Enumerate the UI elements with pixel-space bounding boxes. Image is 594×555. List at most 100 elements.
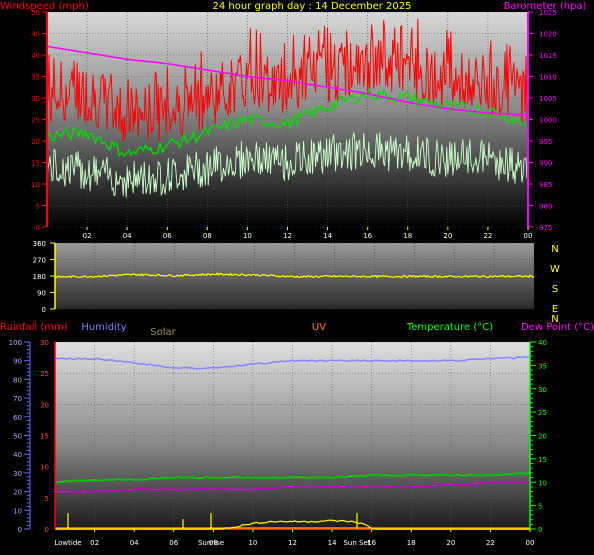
humidity-tick-label: 90: [13, 358, 22, 366]
wind-tick-label: 30: [31, 95, 40, 103]
rain-tick-label: 25: [40, 370, 49, 378]
direction-tick-label: 270: [33, 257, 46, 265]
temperature-x-tick-label: Sunrise: [198, 539, 224, 547]
barometer-series-line: [46, 45, 529, 116]
humidity-tick-label: 60: [13, 414, 22, 422]
wind-low-series-line: [46, 131, 529, 198]
temperature-tick-label: 0: [538, 526, 542, 534]
humidity-tick-label: 10: [13, 507, 22, 515]
temperature-x-tick-label: Sun Set: [343, 539, 370, 547]
dewpoint-series-line: [54, 480, 531, 494]
temperature-x-tick-label: 18: [407, 539, 416, 547]
humidity-tick-label: 30: [13, 470, 22, 478]
wind-x-tick-label: 18: [403, 232, 412, 240]
wind-x-tick-label: 08: [203, 232, 212, 240]
wind-tick-label: 10: [31, 181, 40, 189]
wind-x-tick-label: 12: [283, 232, 292, 240]
wind-tick-label: 5: [36, 203, 40, 211]
wind-axes: 0510152025303540455097598098599099510001…: [31, 9, 557, 240]
barometer-tick-label: 975: [539, 224, 552, 232]
chart-title: 24 hour graph day : 14 December 2025: [213, 1, 412, 12]
humidity-tick-label: 100: [9, 339, 22, 347]
temperature-tick-label: 5: [538, 503, 542, 511]
gust-series-line: [46, 18, 529, 142]
compass-label: N: [551, 314, 558, 325]
average-wind-series-line: [46, 88, 529, 158]
humidity-tick-label: 50: [13, 433, 22, 441]
barometer-tick-label: 995: [539, 138, 552, 146]
barometer-tick-label: 980: [539, 203, 552, 211]
solar-axis-title: Solar: [150, 327, 176, 338]
wind-tick-label: 25: [31, 117, 40, 125]
temperature-x-tick-label: 10: [248, 539, 257, 547]
wind-tick-label: 15: [31, 160, 40, 168]
humidity-tick-label: 0: [18, 526, 22, 534]
wind-tick-label: 40: [31, 52, 40, 60]
temperature-tick-label: 10: [538, 479, 547, 487]
temperature-tick-label: 20: [538, 433, 547, 441]
humidity-tick-label: 70: [13, 395, 22, 403]
wind-x-tick-label: 10: [243, 232, 252, 240]
temperature-axis-title: Temperature (°C): [406, 322, 493, 333]
compass-label: W: [550, 264, 560, 275]
wind-barometer-panel: 0510152025303540455097598098599099510001…: [0, 1, 587, 240]
barometer-tick-label: 990: [539, 160, 552, 168]
direction-series-line: [54, 272, 535, 279]
wind-x-tick-label: 06: [163, 232, 172, 240]
wind-x-tick-label: 16: [363, 232, 372, 240]
humidity-tick-label: 80: [13, 376, 22, 384]
temperature-series-line: [54, 471, 531, 484]
direction-tick-label: 180: [33, 273, 46, 281]
wind-tick-label: 45: [31, 31, 40, 39]
rain-tick-label: 0: [45, 526, 49, 534]
wind-x-tick-label: 00: [524, 232, 533, 240]
temperature-x-tick-label: 20: [446, 539, 455, 547]
rain-tick-label: 15: [40, 433, 49, 441]
direction-series: [54, 272, 535, 279]
temperature-x-tick-label: 04: [130, 539, 139, 547]
barometer-tick-label: 985: [539, 181, 552, 189]
barometer-axis-title: Barometer (hpa): [504, 1, 587, 12]
temperature-x-tick-label: 12: [288, 539, 297, 547]
barometer-tick-label: 1000: [539, 117, 557, 125]
temperature-x-tick-label: 22: [486, 539, 495, 547]
wind-tick-label: 20: [31, 138, 40, 146]
wind-tick-label: 50: [31, 9, 40, 17]
rain-tick-label: 10: [40, 464, 49, 472]
temperature-x-tick-label: 02: [90, 539, 99, 547]
wind-x-tick-label: 02: [83, 232, 92, 240]
temperature-x-tick-label: Lowtide: [54, 539, 81, 547]
humidity-series-line: [54, 355, 531, 370]
temperature-humidity-panel: 0510152025300102030405060708090100051015…: [0, 322, 594, 547]
temperature-x-tick-label: 06: [169, 539, 178, 547]
dewpoint-axis-title: Dew Point (°C): [521, 322, 594, 333]
windspeed-axis-title: Windspeed (mph): [0, 1, 89, 12]
rain-tick-label: 20: [40, 401, 49, 409]
temperature-tick-label: 35: [538, 362, 547, 370]
wind-tick-label: 0: [36, 224, 40, 232]
temperature-x-tick-label: 08: [209, 539, 218, 547]
wind-tick-label: 35: [31, 74, 40, 82]
rainfall-axis-title: Rainfall (mm): [0, 322, 68, 333]
compass-label: E: [552, 304, 558, 315]
humidity-axis-title: Humidity: [81, 322, 126, 333]
barometer-tick-label: 1015: [539, 52, 557, 60]
barometer-tick-label: 1005: [539, 95, 557, 103]
barometer-tick-label: 1010: [539, 74, 557, 82]
barometer-tick-label: 1020: [539, 31, 557, 39]
wind-x-tick-label: 14: [323, 232, 332, 240]
direction-tick-label: 90: [37, 290, 46, 298]
compass-label: S: [552, 284, 558, 295]
wind-x-tick-label: 22: [483, 232, 492, 240]
compass-label: N: [551, 244, 558, 255]
wind-series: [46, 18, 529, 198]
temperature-x-tick-label: 14: [328, 539, 337, 547]
temperature-x-tick-label: 16: [367, 539, 376, 547]
direction-tick-label: 0: [42, 306, 46, 314]
rain-tick-label: 30: [40, 339, 49, 347]
temperature-tick-label: 25: [538, 409, 547, 417]
uv-axis-title: UV: [312, 322, 326, 333]
